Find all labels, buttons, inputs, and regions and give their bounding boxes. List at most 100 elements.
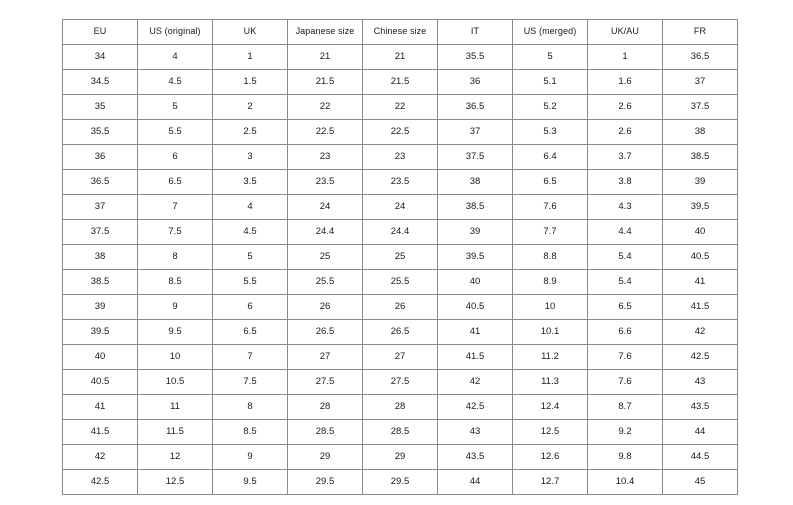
table-row: 35 5 2 22 22 36.5 5.2 2.6 37.5	[62, 94, 738, 120]
cell-5-8: 39	[662, 169, 738, 195]
cell-11-8: 42	[662, 319, 738, 345]
cell-16-7: 9.8	[587, 444, 663, 470]
cell-6-6: 7.6	[512, 194, 588, 220]
cell-11-5: 41	[437, 319, 513, 345]
cell-0-8: 36.5	[662, 44, 738, 70]
cell-3-5: 37	[437, 119, 513, 145]
cell-12-3: 27	[287, 344, 363, 370]
cell-4-4: 23	[362, 144, 438, 170]
cell-8-5: 39.5	[437, 244, 513, 270]
cell-10-6: 10	[512, 294, 588, 320]
cell-3-6: 5.3	[512, 119, 588, 145]
cell-2-4: 22	[362, 94, 438, 120]
cell-16-1: 12	[137, 444, 213, 470]
cell-14-8: 43.5	[662, 394, 738, 420]
cell-9-5: 40	[437, 269, 513, 295]
table-row: 38 8 5 25 25 39.5 8.8 5.4 40.5	[62, 244, 738, 270]
cell-7-5: 39	[437, 219, 513, 245]
size-table-container: EU US (original) UK Japanese size Chinese si…	[62, 19, 738, 495]
cell-10-4: 26	[362, 294, 438, 320]
cell-3-1: 5.5	[137, 119, 213, 145]
table-row: 37 7 4 24 24 38.5 7.6 4.3 39.5	[62, 194, 738, 220]
cell-12-0: 40	[62, 344, 138, 370]
cell-15-5: 43	[437, 419, 513, 445]
cell-7-6: 7.7	[512, 219, 588, 245]
cell-12-8: 42.5	[662, 344, 738, 370]
cell-0-2: 1	[212, 44, 288, 70]
cell-3-7: 2.6	[587, 119, 663, 145]
cell-16-3: 29	[287, 444, 363, 470]
cell-0-1: 4	[137, 44, 213, 70]
cell-8-0: 38	[62, 244, 138, 270]
cell-6-8: 39.5	[662, 194, 738, 220]
cell-2-6: 5.2	[512, 94, 588, 120]
cell-5-5: 38	[437, 169, 513, 195]
cell-16-2: 9	[212, 444, 288, 470]
cell-9-1: 8.5	[137, 269, 213, 295]
table-header-row: EU US (original) UK Japanese size Chinese si…	[62, 19, 738, 45]
cell-17-5: 44	[437, 469, 513, 495]
cell-2-0: 35	[62, 94, 138, 120]
cell-5-6: 6.5	[512, 169, 588, 195]
cell-13-5: 42	[437, 369, 513, 395]
cell-15-2: 8.5	[212, 419, 288, 445]
cell-5-1: 6.5	[137, 169, 213, 195]
cell-2-8: 37.5	[662, 94, 738, 120]
cell-6-1: 7	[137, 194, 213, 220]
cell-6-2: 4	[212, 194, 288, 220]
cell-10-7: 6.5	[587, 294, 663, 320]
cell-8-2: 5	[212, 244, 288, 270]
cell-7-1: 7.5	[137, 219, 213, 245]
cell-13-3: 27.5	[287, 369, 363, 395]
cell-11-0: 39.5	[62, 319, 138, 345]
cell-8-7: 5.4	[587, 244, 663, 270]
cell-9-2: 5.5	[212, 269, 288, 295]
cell-17-3: 29.5	[287, 469, 363, 495]
column-header-2: UK	[212, 19, 288, 45]
table-header: EU US (original) UK Japanese size Chinese si…	[62, 19, 738, 45]
cell-5-2: 3.5	[212, 169, 288, 195]
cell-9-3: 25.5	[287, 269, 363, 295]
cell-15-4: 28.5	[362, 419, 438, 445]
cell-14-3: 28	[287, 394, 363, 420]
cell-1-6: 5.1	[512, 69, 588, 95]
table-row: 39.5 9.5 6.5 26.5 26.5 41 10.1 6.6 42	[62, 319, 738, 345]
cell-10-2: 6	[212, 294, 288, 320]
cell-11-6: 10.1	[512, 319, 588, 345]
cell-17-0: 42.5	[62, 469, 138, 495]
cell-10-0: 39	[62, 294, 138, 320]
cell-12-5: 41.5	[437, 344, 513, 370]
cell-15-8: 44	[662, 419, 738, 445]
cell-14-2: 8	[212, 394, 288, 420]
cell-15-6: 12.5	[512, 419, 588, 445]
cell-5-7: 3.8	[587, 169, 663, 195]
cell-11-1: 9.5	[137, 319, 213, 345]
table-row: 39 9 6 26 26 40.5 10 6.5 41.5	[62, 294, 738, 320]
cell-16-4: 29	[362, 444, 438, 470]
cell-2-5: 36.5	[437, 94, 513, 120]
table-row: 38.5 8.5 5.5 25.5 25.5 40 8.9 5.4 41	[62, 269, 738, 295]
cell-17-6: 12.7	[512, 469, 588, 495]
cell-0-3: 21	[287, 44, 363, 70]
cell-1-4: 21.5	[362, 69, 438, 95]
cell-0-4: 21	[362, 44, 438, 70]
cell-9-8: 41	[662, 269, 738, 295]
table-row: 35.5 5.5 2.5 22.5 22.5 37 5.3 2.6 38	[62, 119, 738, 145]
cell-8-1: 8	[137, 244, 213, 270]
cell-17-4: 29.5	[362, 469, 438, 495]
cell-7-0: 37.5	[62, 219, 138, 245]
cell-13-0: 40.5	[62, 369, 138, 395]
cell-17-7: 10.4	[587, 469, 663, 495]
table-row: 40.5 10.5 7.5 27.5 27.5 42 11.3 7.6 43	[62, 369, 738, 395]
cell-3-3: 22.5	[287, 119, 363, 145]
cell-14-0: 41	[62, 394, 138, 420]
cell-12-7: 7.6	[587, 344, 663, 370]
cell-11-3: 26.5	[287, 319, 363, 345]
cell-5-3: 23.5	[287, 169, 363, 195]
cell-17-8: 45	[662, 469, 738, 495]
cell-1-5: 36	[437, 69, 513, 95]
cell-1-3: 21.5	[287, 69, 363, 95]
table-row: 34 4 1 21 21 35.5 5 1 36.5	[62, 44, 738, 70]
cell-12-4: 27	[362, 344, 438, 370]
cell-13-6: 11.3	[512, 369, 588, 395]
